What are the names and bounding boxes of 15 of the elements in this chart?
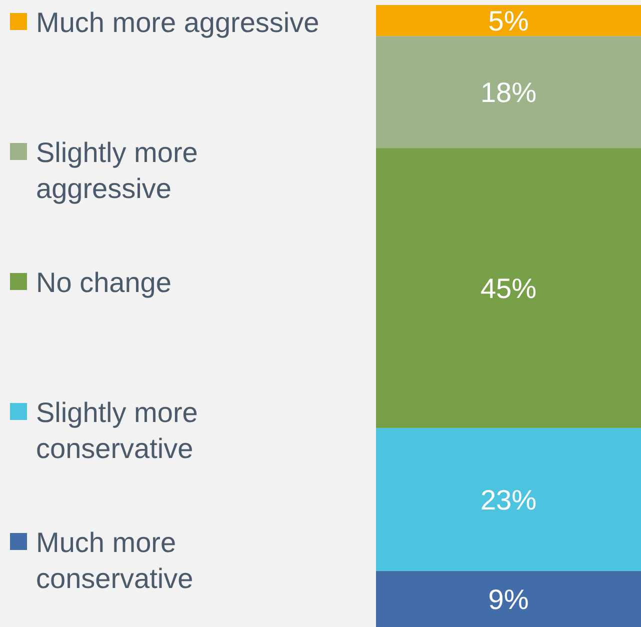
bar	[376, 36, 641, 148]
legend-label: Slightly more aggressive	[36, 136, 198, 204]
legend-label: No change	[36, 266, 172, 298]
data-label: 18%	[480, 76, 537, 108]
legend-label: Much more aggressive	[36, 6, 320, 38]
bar	[376, 5, 641, 36]
data-label: 45%	[480, 272, 537, 304]
bar	[376, 428, 641, 572]
legend-label: Much more conservative	[36, 526, 194, 594]
bar	[376, 571, 641, 627]
data-label: 23%	[480, 484, 537, 516]
data-label: 9%	[488, 584, 529, 615]
data-label: 5%	[488, 5, 529, 36]
legend-label: Slightly more conservative	[36, 396, 198, 464]
bar	[376, 148, 641, 428]
